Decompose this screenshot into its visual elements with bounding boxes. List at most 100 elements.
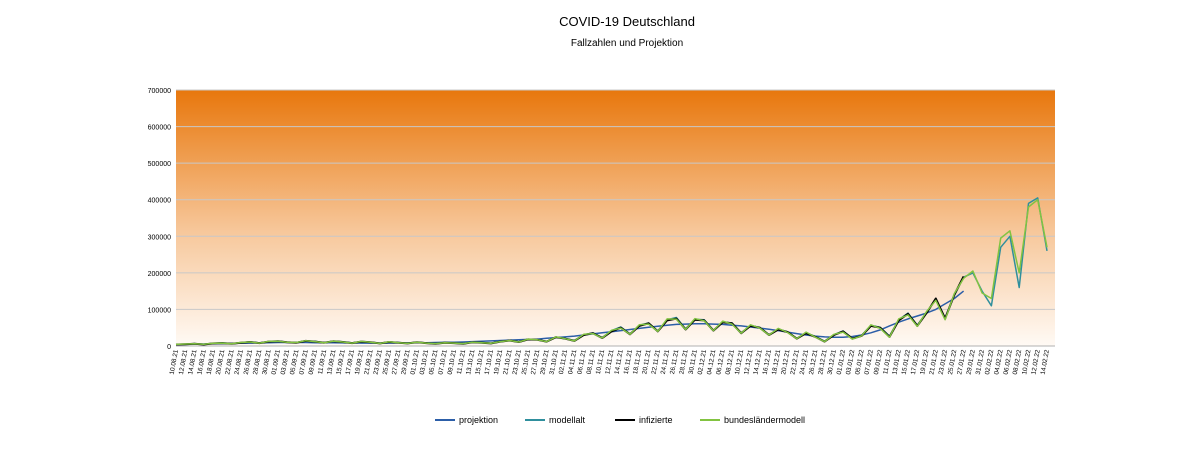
x-tick-label: 15.01.22 bbox=[901, 349, 912, 376]
x-tick-label: 17.01.22 bbox=[910, 349, 921, 376]
x-tick-label: 30.12.21 bbox=[827, 349, 838, 376]
x-tick-label: 03.10.21 bbox=[419, 349, 430, 376]
y-tick-label: 500000 bbox=[148, 161, 171, 168]
x-tick-label: 09.09.21 bbox=[308, 349, 319, 376]
x-tick-label: 10.08.21 bbox=[169, 349, 180, 376]
legend-label: infizierte bbox=[639, 415, 673, 425]
x-tick-label: 09.10.21 bbox=[447, 349, 458, 376]
x-tick-label: 10.12.21 bbox=[734, 349, 745, 376]
x-tick-label: 25.10.21 bbox=[521, 349, 532, 376]
x-tick-label: 19.01.22 bbox=[919, 349, 930, 376]
x-tick-label: 28.11.21 bbox=[678, 349, 689, 375]
x-tick-label: 05.01.22 bbox=[854, 349, 865, 376]
x-tick-label: 06.12.21 bbox=[715, 349, 726, 376]
y-tick-label: 300000 bbox=[148, 234, 171, 241]
x-tick-label: 14.08.21 bbox=[187, 349, 198, 376]
x-tick-label: 20.12.21 bbox=[780, 349, 791, 376]
x-tick-label: 14.12.21 bbox=[752, 349, 763, 376]
x-tick-label: 27.01.22 bbox=[956, 349, 967, 376]
x-tick-label: 05.09.21 bbox=[289, 349, 300, 376]
x-tick-label: 04.02.22 bbox=[993, 349, 1004, 376]
x-tick-label: 26.11.21 bbox=[669, 349, 680, 375]
x-tick-label: 02.12.21 bbox=[697, 349, 708, 376]
x-tick-label: 12.08.21 bbox=[178, 349, 189, 376]
series-line bbox=[175, 198, 1048, 346]
x-tick-label: 07.10.21 bbox=[437, 349, 448, 376]
x-tick-label: 22.11.21 bbox=[651, 349, 662, 375]
x-tick-label: 24.12.21 bbox=[799, 349, 810, 376]
x-tick-label: 10.11.21 bbox=[595, 349, 606, 375]
x-tick-label: 21.01.22 bbox=[928, 349, 939, 376]
x-tick-label: 08.12.21 bbox=[725, 349, 736, 376]
x-tick-label: 03.01.22 bbox=[845, 349, 856, 376]
y-tick-label: 600000 bbox=[148, 125, 171, 132]
x-tick-label: 11.10.21 bbox=[456, 349, 467, 375]
x-tick-label: 06.02.22 bbox=[1003, 349, 1014, 376]
x-tick-label: 14.11.21 bbox=[614, 349, 625, 375]
x-tick-label: 30.11.21 bbox=[688, 349, 699, 375]
y-tick-label: 700000 bbox=[148, 88, 171, 95]
x-tick-label: 24.08.21 bbox=[234, 349, 245, 376]
x-tick-label: 11.09.21 bbox=[317, 349, 328, 375]
x-tick-label: 14.02.22 bbox=[1040, 349, 1051, 376]
x-tick-label: 19.10.21 bbox=[493, 349, 504, 376]
x-tick-label: 23.10.21 bbox=[512, 349, 523, 376]
x-tick-label: 20.11.21 bbox=[641, 349, 652, 375]
x-tick-label: 01.09.21 bbox=[271, 349, 282, 376]
x-tick-label: 21.10.21 bbox=[502, 349, 513, 376]
x-tick-label: 12.12.21 bbox=[743, 349, 754, 376]
x-tick-label: 23.09.21 bbox=[373, 349, 384, 376]
x-tick-label: 16.12.21 bbox=[762, 349, 773, 376]
chart-title: COVID-19 Deutschland bbox=[559, 14, 695, 29]
x-tick-label: 07.01.22 bbox=[864, 349, 875, 376]
x-tick-label: 10.02.22 bbox=[1021, 349, 1032, 376]
x-tick-label: 01.10.21 bbox=[410, 349, 421, 376]
x-tick-label: 07.09.21 bbox=[298, 349, 309, 376]
x-tick-label: 16.11.21 bbox=[623, 349, 634, 375]
x-tick-label: 15.09.21 bbox=[335, 349, 346, 376]
x-tick-label: 13.01.22 bbox=[891, 349, 902, 376]
x-tick-label: 22.12.21 bbox=[789, 349, 800, 376]
x-tick-label: 08.11.21 bbox=[586, 349, 597, 375]
x-tick-label: 08.02.22 bbox=[1012, 349, 1023, 376]
x-tick-label: 28.12.21 bbox=[817, 349, 828, 376]
x-tick-label: 19.09.21 bbox=[354, 349, 365, 376]
x-tick-label: 28.08.21 bbox=[252, 349, 263, 376]
x-tick-label: 06.11.21 bbox=[576, 349, 587, 375]
x-tick-label: 29.01.22 bbox=[966, 349, 977, 376]
x-tick-label: 09.01.22 bbox=[873, 349, 884, 376]
x-tick-label: 21.09.21 bbox=[363, 349, 374, 376]
x-tick-label: 17.10.21 bbox=[484, 349, 495, 376]
x-tick-label: 15.10.21 bbox=[474, 349, 485, 376]
x-tick-label: 29.09.21 bbox=[400, 349, 411, 376]
x-tick-label: 26.12.21 bbox=[808, 349, 819, 376]
x-tick-label: 25.01.22 bbox=[947, 349, 958, 376]
plot-area bbox=[176, 90, 1055, 346]
x-tick-label: 17.09.21 bbox=[345, 349, 356, 376]
x-tick-label: 13.10.21 bbox=[465, 349, 476, 376]
x-tick-label: 01.01.22 bbox=[836, 349, 847, 376]
x-tick-label: 16.08.21 bbox=[196, 349, 207, 376]
x-tick-label: 24.11.21 bbox=[660, 349, 671, 375]
x-tick-label: 22.08.21 bbox=[224, 349, 235, 376]
x-tick-label: 30.08.21 bbox=[261, 349, 272, 376]
x-tick-label: 05.10.21 bbox=[428, 349, 439, 376]
x-tick-label: 31.01.22 bbox=[975, 349, 986, 376]
x-tick-label: 04.12.21 bbox=[706, 349, 717, 376]
y-tick-label: 0 bbox=[167, 344, 171, 351]
legend-label: projektion bbox=[459, 415, 498, 425]
x-tick-label: 27.09.21 bbox=[391, 349, 402, 376]
legend-label: modellalt bbox=[549, 415, 586, 425]
x-tick-label: 26.08.21 bbox=[243, 349, 254, 376]
y-tick-label: 200000 bbox=[148, 271, 171, 278]
x-tick-label: 27.10.21 bbox=[530, 349, 541, 376]
x-tick-label: 18.12.21 bbox=[771, 349, 782, 376]
chart-subtitle: Fallzahlen und Projektion bbox=[571, 38, 683, 49]
x-tick-label: 23.01.22 bbox=[938, 349, 949, 376]
y-tick-label: 400000 bbox=[148, 198, 171, 205]
legend-label: bundesländermodell bbox=[724, 415, 805, 425]
x-tick-label: 20.08.21 bbox=[215, 349, 226, 376]
x-tick-label: 02.02.22 bbox=[984, 349, 995, 376]
x-tick-label: 04.11.21 bbox=[567, 349, 578, 375]
